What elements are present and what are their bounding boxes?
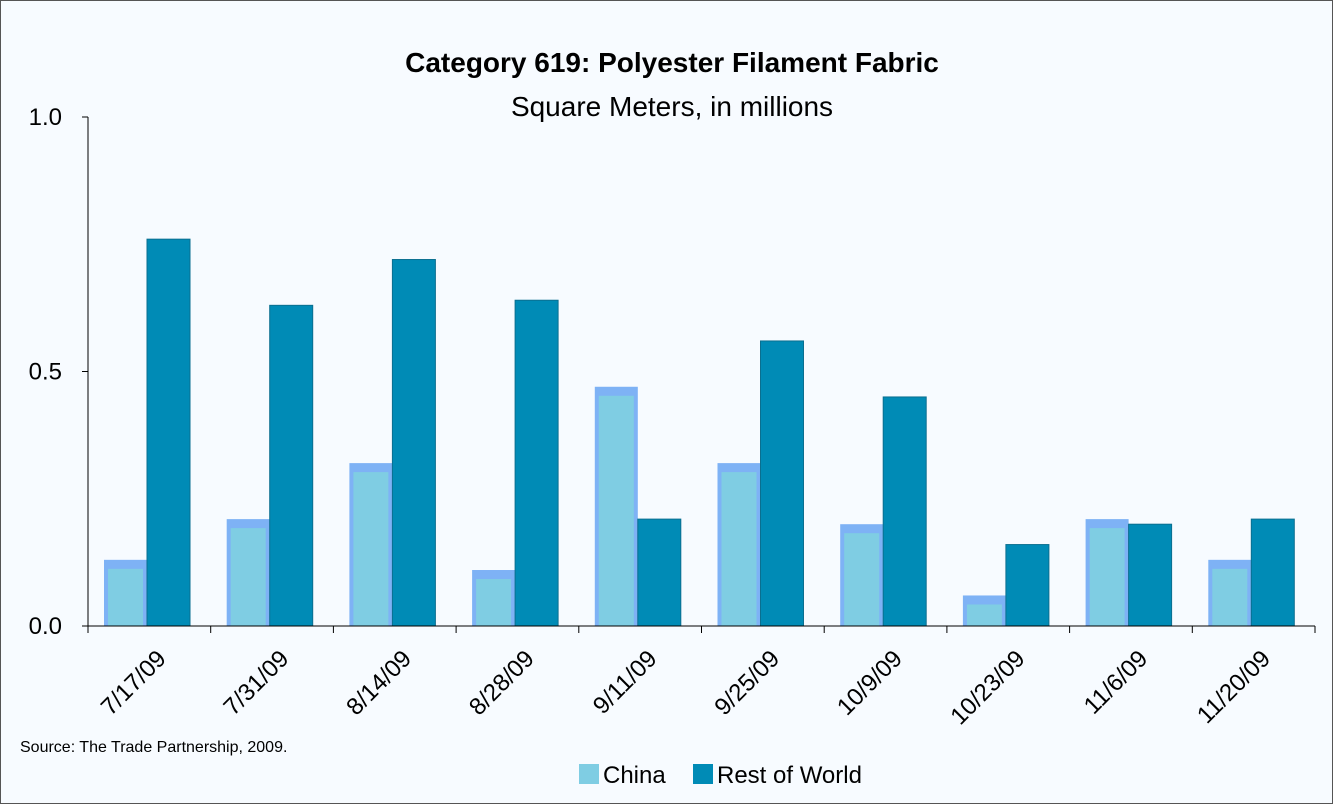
x-axis-ticks: 7/17/09 7/31/09 8/14/09 8/28/09 9/11/09 9/25/… [87, 626, 1316, 730]
legend: China Rest of World [579, 762, 862, 789]
x-tick-label: 10/9/09 [832, 645, 908, 721]
x-tick-label: 11/20/09 [1192, 645, 1276, 729]
bar-china-inner [1212, 568, 1248, 626]
y-axis-ticks: 0.0 0.5 1.0 [29, 104, 88, 640]
bar-china-inner [230, 528, 266, 626]
legend-label-china: China [603, 762, 666, 789]
bar-rest-of-world [514, 299, 559, 627]
bar-rest-of-world [760, 340, 804, 627]
bar-china-inner [598, 395, 634, 626]
legend-swatch-china [579, 764, 599, 784]
bar-china-inner [966, 604, 1002, 626]
chart-subtitle: Square Meters, in millions [511, 91, 833, 122]
y-tick-label: 0.0 [29, 613, 62, 640]
bar-rest-of-world [269, 304, 314, 627]
x-tick-label: 8/14/09 [341, 645, 417, 721]
legend-swatch-rest-of-world [693, 764, 713, 784]
y-tick-label: 1.0 [29, 104, 62, 131]
x-tick-label: 7/31/09 [219, 645, 295, 721]
bar-rest-of-world [1250, 518, 1295, 627]
bar-rest-of-world [1005, 544, 1050, 627]
bar-china-inner [1089, 528, 1125, 626]
bar-china-inner [108, 568, 143, 626]
x-tick-label: 7/17/09 [96, 645, 172, 721]
bars-group [104, 238, 1295, 627]
chart-title: Category 619: Polyester Filament Fabric [405, 47, 939, 78]
bar-china-inner [476, 579, 512, 626]
legend-label-rest-of-world: Rest of World [717, 762, 862, 789]
bar-rest-of-world [637, 518, 682, 627]
bar-rest-of-world [882, 396, 927, 627]
bar-china-inner [844, 533, 880, 626]
bar-rest-of-world [391, 259, 436, 627]
y-tick-label: 0.5 [29, 359, 62, 386]
x-tick-label: 11/6/09 [1079, 645, 1153, 719]
bar-china-inner [721, 472, 757, 626]
x-tick-label: 8/28/09 [464, 645, 540, 721]
bar-china-inner [353, 472, 389, 626]
x-tick-label: 9/25/09 [709, 645, 785, 721]
bar-rest-of-world [146, 238, 191, 627]
x-tick-label: 9/11/09 [588, 645, 662, 719]
source-note: Source: The Trade Partnership, 2009. [20, 739, 287, 756]
x-tick-label: 10/23/09 [945, 645, 1030, 730]
bar-rest-of-world [1128, 523, 1173, 627]
